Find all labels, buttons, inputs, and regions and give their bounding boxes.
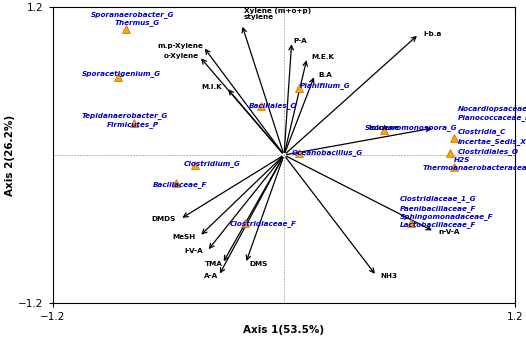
Text: Paenibacillaceae_F: Paenibacillaceae_F xyxy=(400,205,476,212)
Text: M.E.K: M.E.K xyxy=(311,54,334,60)
Text: Firmicutes_P: Firmicutes_P xyxy=(107,122,159,129)
Y-axis label: Axis 2(26.2%): Axis 2(26.2%) xyxy=(5,115,15,195)
Text: Nocardiopsaceae_F: Nocardiopsaceae_F xyxy=(458,104,526,112)
Text: Bacillales_O: Bacillales_O xyxy=(249,102,298,109)
Text: TMA: TMA xyxy=(205,261,222,267)
Text: Clostridiaceae_1_G: Clostridiaceae_1_G xyxy=(400,196,477,203)
Text: Clostridiaceae_F: Clostridiaceae_F xyxy=(230,221,297,228)
Text: DMDS: DMDS xyxy=(151,216,176,222)
Text: n-V-A: n-V-A xyxy=(438,228,460,235)
Text: Clostridium_G: Clostridium_G xyxy=(184,161,240,168)
Text: Sphingomonadaceae_F: Sphingomonadaceae_F xyxy=(400,213,493,220)
Text: B.A: B.A xyxy=(319,72,332,78)
Text: M.I.K: M.I.K xyxy=(201,84,222,90)
Text: A-A: A-A xyxy=(204,273,218,279)
Text: Thermoanaerobacteraceae_F: Thermoanaerobacteraceae_F xyxy=(423,165,526,172)
Text: Sporacetigenium_G: Sporacetigenium_G xyxy=(82,71,160,78)
Text: Planifilum_G: Planifilum_G xyxy=(299,82,350,89)
Text: Lactobacillaceae_F: Lactobacillaceae_F xyxy=(400,222,476,229)
Text: Thermus_G: Thermus_G xyxy=(114,19,159,26)
Text: m.p-Xylene: m.p-Xylene xyxy=(157,43,203,49)
Text: Oceanobacillus_G: Oceanobacillus_G xyxy=(292,149,363,156)
Text: P-A: P-A xyxy=(294,38,307,44)
Text: toluene: toluene xyxy=(369,125,400,131)
Text: Saccharomonospora_G: Saccharomonospora_G xyxy=(365,124,458,131)
Text: NH3: NH3 xyxy=(380,273,398,279)
Text: i-V-A: i-V-A xyxy=(184,248,203,254)
Text: Planococcaceae_F: Planococcaceae_F xyxy=(458,115,526,121)
X-axis label: Axis 1(53.5%): Axis 1(53.5%) xyxy=(244,325,325,335)
Text: Clostridia_C: Clostridia_C xyxy=(458,129,506,136)
Text: Sporanaerobacter_G: Sporanaerobacter_G xyxy=(91,12,175,19)
Text: Bacillaceae_F: Bacillaceae_F xyxy=(153,181,207,188)
Text: Tepidanaerobacter_G: Tepidanaerobacter_G xyxy=(82,113,168,120)
Text: H2S: H2S xyxy=(454,157,470,163)
Text: MeSH: MeSH xyxy=(172,234,195,240)
Text: i-b.a: i-b.a xyxy=(423,31,441,37)
Text: DMS: DMS xyxy=(249,261,268,267)
Text: o-Xylene: o-Xylene xyxy=(164,53,199,59)
Text: Xylene (m+o+p)
stylene: Xylene (m+o+p) stylene xyxy=(244,8,311,20)
Text: Clostridiales_O: Clostridiales_O xyxy=(458,149,519,156)
Text: Incertae_Sedis_XI_G: Incertae_Sedis_XI_G xyxy=(458,139,526,146)
